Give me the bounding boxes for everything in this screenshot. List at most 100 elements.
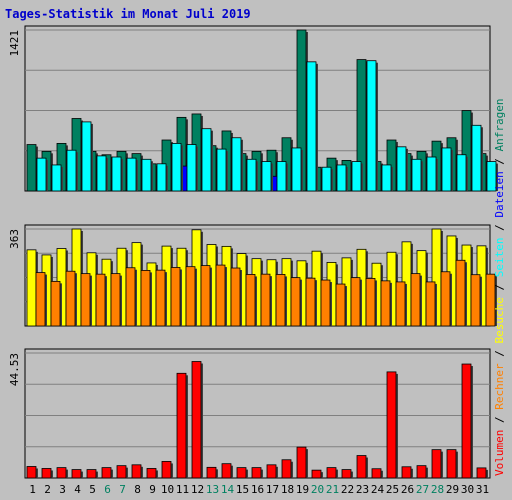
legend-separator: / — [493, 218, 506, 238]
bar-seiten-9 — [156, 163, 167, 192]
x-tick-label-15: 15 — [236, 483, 249, 496]
bar-rechner-31 — [485, 273, 496, 327]
bar-volumen-21 — [326, 467, 337, 479]
bar-rechner-13 — [215, 264, 226, 327]
x-tick-label-13: 13 — [206, 483, 219, 496]
x-tick-label-24: 24 — [371, 483, 385, 496]
bar-rechner-22 — [350, 277, 361, 327]
bar-volumen-2 — [41, 468, 52, 479]
bar-rechner-4 — [80, 273, 91, 327]
bar-rechner-26 — [410, 273, 421, 327]
panel-frame-volume — [24, 348, 491, 479]
bar-volumen-3 — [56, 467, 67, 479]
legend-entry-dateien: Dateien — [493, 171, 506, 217]
x-tick-label-21: 21 — [326, 483, 339, 496]
bar-volumen-26 — [401, 466, 412, 479]
bar-seiten-31 — [486, 161, 497, 192]
x-tick-label-12: 12 — [191, 483, 204, 496]
x-tick-label-1: 1 — [29, 483, 36, 496]
bar-volumen-5 — [86, 469, 97, 479]
bar-anfragen-1 — [26, 144, 37, 192]
bar-volumen-29 — [446, 449, 457, 479]
bar-seiten-12 — [201, 128, 212, 192]
x-tick-label-30: 30 — [461, 483, 474, 496]
bar-rechner-2 — [50, 280, 61, 327]
bar-seiten-28 — [441, 147, 452, 192]
x-tick-label-11: 11 — [176, 483, 189, 496]
legend-entry-rechner: Rechner — [493, 363, 506, 410]
x-tick-label-10: 10 — [161, 483, 174, 496]
x-tick-label-17: 17 — [266, 483, 279, 496]
bar-volumen-18 — [281, 459, 292, 479]
bar-volumen-13 — [206, 466, 217, 479]
x-tick-label-9: 9 — [149, 483, 156, 496]
bar-seiten-17 — [276, 161, 287, 192]
bar-seiten-24 — [381, 164, 392, 192]
x-tick-label-8: 8 — [134, 483, 141, 496]
bar-volumen-14 — [221, 463, 232, 479]
x-tick-label-22: 22 — [341, 483, 354, 496]
bar-rechner-3 — [65, 270, 76, 327]
bar-seiten-5 — [96, 155, 107, 192]
x-tick-label-23: 23 — [356, 483, 369, 496]
bar-rechner-17 — [275, 274, 286, 327]
x-tick-label-31: 31 — [476, 483, 489, 496]
bar-seiten-19 — [306, 61, 317, 192]
bar-volumen-20 — [311, 469, 322, 479]
bar-rechner-23 — [365, 278, 376, 327]
x-tick-label-20: 20 — [311, 483, 324, 496]
bar-seiten-30 — [471, 124, 482, 192]
bar-volumen-19 — [296, 446, 307, 479]
x-tick-label-5: 5 — [89, 483, 96, 496]
legend-right: Volumen / Rechner / Besuche / Seiten / D… — [493, 98, 506, 476]
bar-seiten-14 — [231, 137, 242, 192]
bar-rechner-5 — [95, 273, 106, 327]
legend-entry-volumen: Volumen — [493, 430, 506, 476]
bar-seiten-3 — [66, 149, 77, 192]
bar-volumen-9 — [146, 468, 157, 479]
bar-volumen-6 — [101, 467, 112, 479]
y-max-label-hits: 1421 — [8, 30, 21, 57]
bar-seiten-10 — [171, 143, 182, 192]
bar-volumen-28 — [431, 449, 442, 479]
bar-seiten-1 — [36, 157, 47, 192]
bar-volumen-30 — [461, 363, 472, 479]
bar-seiten-11 — [186, 144, 197, 192]
bar-seiten-29 — [456, 154, 467, 192]
chart-title: Tages-Statistik im Monat Juli 2019 — [5, 7, 251, 21]
bar-rechner-24 — [380, 280, 391, 327]
x-tick-label-27: 27 — [416, 483, 429, 496]
bar-rechner-9 — [155, 269, 166, 327]
x-tick-label-2: 2 — [44, 483, 51, 496]
bar-volumen-24 — [371, 468, 382, 479]
bar-rechner-20 — [320, 279, 331, 327]
bar-rechner-14 — [230, 267, 241, 327]
bar-rechner-30 — [470, 274, 481, 327]
x-tick-label-18: 18 — [281, 483, 294, 496]
bar-volumen-11 — [176, 372, 187, 479]
bar-seiten-26 — [411, 158, 422, 192]
x-tick-label-6: 6 — [104, 483, 111, 496]
bar-seiten-18 — [291, 147, 302, 192]
bar-rechner-21 — [335, 283, 346, 327]
bar-volumen-31 — [476, 467, 487, 479]
y-max-label-volume: 44.53 — [8, 353, 21, 386]
bar-volumen-1 — [26, 466, 37, 479]
bar-volumen-23 — [356, 455, 367, 479]
bar-volumen-12 — [191, 361, 202, 479]
bar-rechner-6 — [110, 273, 121, 327]
x-tick-label-14: 14 — [221, 483, 235, 496]
bar-rechner-7 — [125, 267, 136, 327]
x-tick-label-19: 19 — [296, 483, 309, 496]
bar-volumen-16 — [251, 467, 262, 479]
x-tick-label-16: 16 — [251, 483, 264, 496]
bar-volumen-8 — [131, 464, 142, 479]
legend-separator: / — [493, 277, 506, 297]
bar-volumen-17 — [266, 464, 277, 479]
bar-seiten-25 — [396, 146, 407, 192]
bar-volumen-15 — [236, 467, 247, 479]
x-tick-label-4: 4 — [74, 483, 81, 496]
x-tick-label-3: 3 — [59, 483, 66, 496]
